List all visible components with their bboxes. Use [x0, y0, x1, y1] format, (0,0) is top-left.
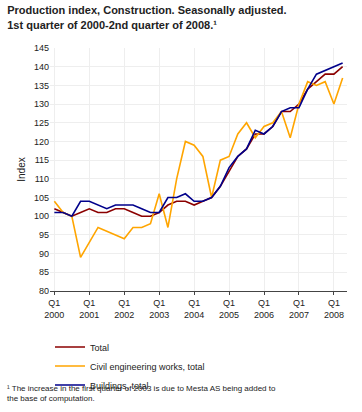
svg-text:100: 100	[34, 211, 49, 221]
svg-text:Q12003: Q12003	[149, 298, 169, 320]
svg-text:Q12006: Q12006	[254, 298, 274, 320]
svg-text:Buildings, total: Buildings, total	[90, 380, 149, 390]
svg-text:90: 90	[39, 249, 49, 259]
svg-text:110: 110	[35, 174, 49, 184]
svg-text:Q12005: Q12005	[219, 298, 239, 320]
svg-text:Q12004: Q12004	[184, 298, 204, 320]
svg-text:Civil engineering works, total: Civil engineering works, total	[90, 361, 205, 371]
svg-text:145: 145	[34, 43, 49, 53]
svg-text:125: 125	[34, 118, 49, 128]
svg-text:95: 95	[39, 230, 49, 240]
svg-text:130: 130	[34, 99, 49, 109]
svg-text:Total: Total	[90, 342, 109, 352]
svg-text:85: 85	[39, 267, 49, 277]
svg-text:Production index, Construction: Production index, Construction. Seasonal…	[7, 4, 286, 30]
svg-text:105: 105	[34, 193, 49, 203]
svg-text:Q12008: Q12008	[324, 298, 344, 320]
svg-text:Q12007: Q12007	[289, 298, 309, 320]
svg-text:115: 115	[35, 155, 49, 165]
svg-text:120: 120	[34, 137, 49, 147]
svg-text:80: 80	[39, 286, 49, 296]
svg-text:140: 140	[34, 62, 49, 72]
svg-text:Q12000: Q12000	[44, 298, 64, 320]
svg-text:Q12001: Q12001	[79, 298, 99, 320]
svg-text:Index: Index	[16, 157, 27, 181]
svg-text:135: 135	[34, 81, 49, 91]
svg-text:Q12002: Q12002	[114, 298, 134, 320]
svg-text:¹ The increase in the first qu: ¹ The increase in the first quarter of 2…	[7, 384, 276, 403]
